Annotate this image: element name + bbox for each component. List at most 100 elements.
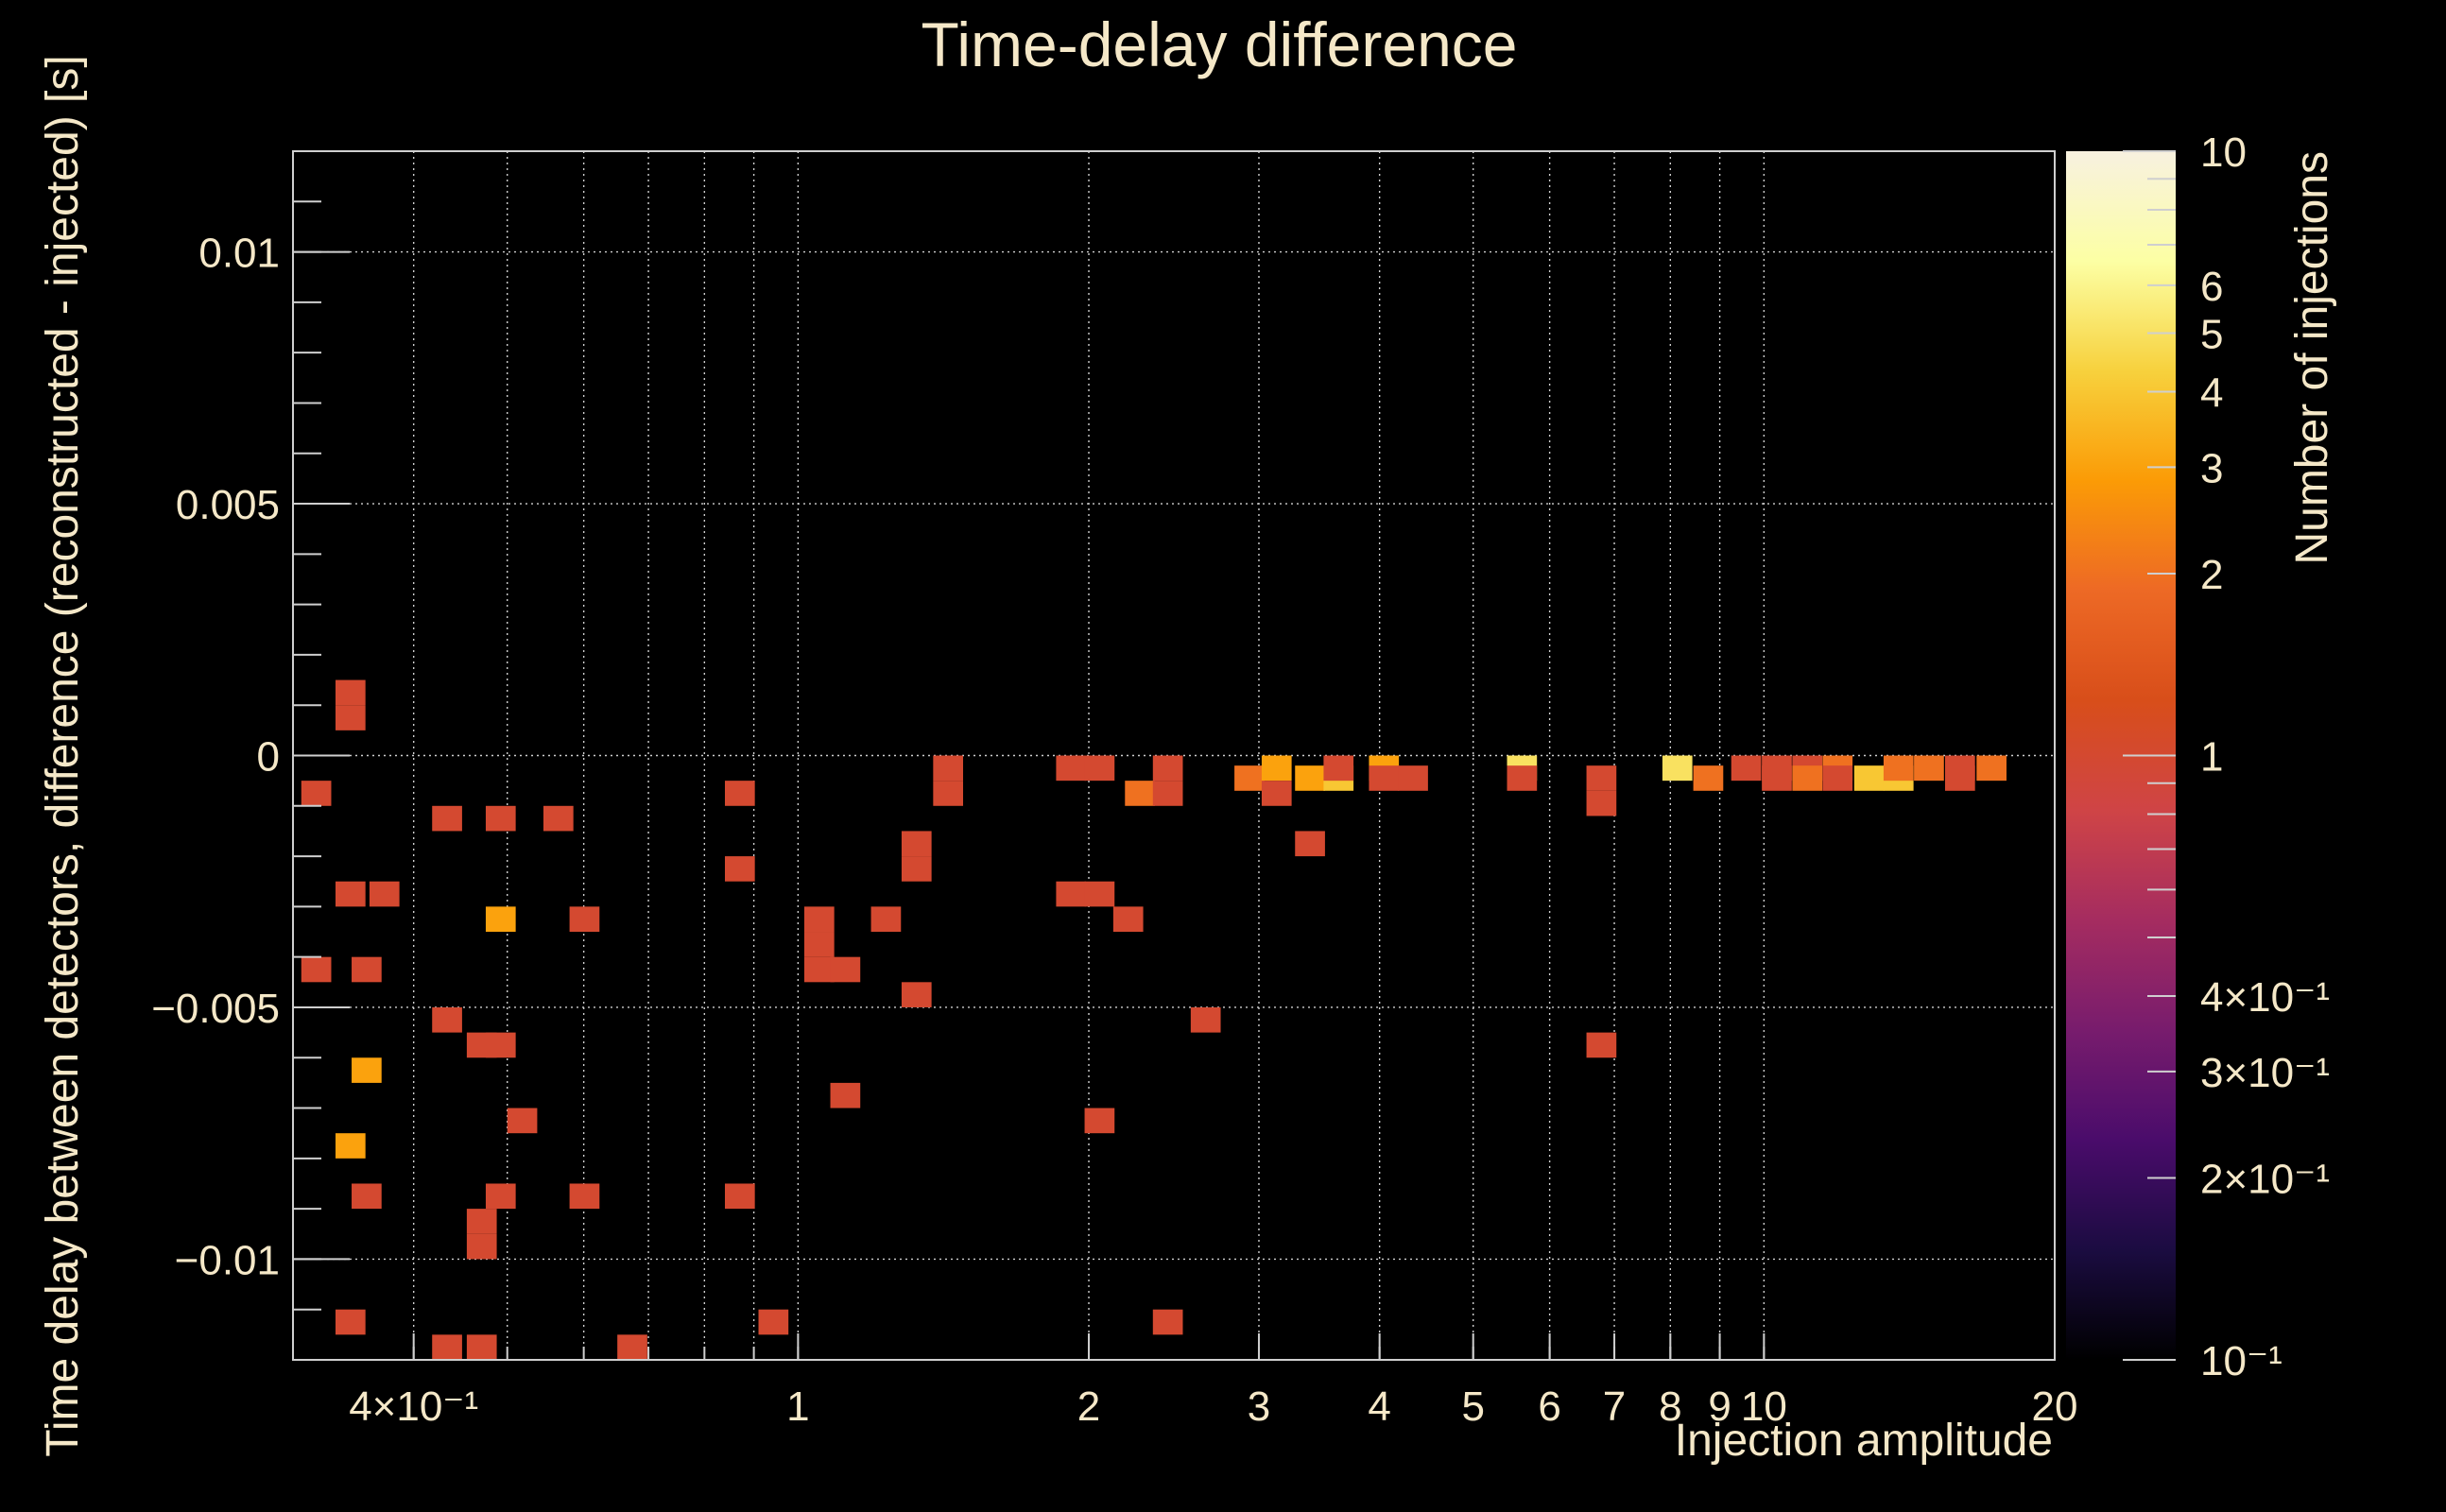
y-tick-label: 0 bbox=[257, 734, 280, 781]
heatmap-cell bbox=[803, 932, 835, 957]
axes: 4×10⁻¹ 1 2 3 4 5 6 7 8 9 10 20 0.01 0.005 0 −0.005 −0.01 bbox=[151, 150, 2078, 1430]
colorbar-tick-label: 4×10⁻¹ bbox=[2200, 974, 2330, 1021]
heatmap-cell bbox=[432, 805, 462, 832]
y-tick-label: 0.005 bbox=[176, 482, 280, 528]
heatmap-cell bbox=[1084, 755, 1115, 782]
heatmap-cell bbox=[758, 1309, 789, 1335]
heatmap-cell bbox=[352, 1057, 382, 1083]
heatmap-cell bbox=[1295, 765, 1325, 791]
heatmap-cell bbox=[1792, 765, 1823, 791]
colorbar-label: Number of injections bbox=[2287, 151, 2337, 565]
heatmap-cell bbox=[724, 856, 755, 882]
colorbar-tick-label: 1 bbox=[2200, 734, 2223, 781]
heatmap-cell bbox=[1976, 755, 2007, 782]
heatmap-cell bbox=[1084, 1108, 1115, 1134]
heatmap-cell bbox=[1152, 1309, 1183, 1335]
heatmap-cell bbox=[543, 805, 574, 832]
heatmap-cell bbox=[933, 781, 964, 806]
heatmap-cell bbox=[1944, 765, 1975, 791]
heatmap-cell bbox=[1261, 781, 1292, 806]
heatmap-cell bbox=[485, 906, 516, 933]
heatmap-cell bbox=[1586, 765, 1617, 791]
colorbar-tick-label: 5 bbox=[2200, 312, 2223, 358]
heatmap-cell bbox=[485, 1183, 516, 1210]
heatmap-cell bbox=[901, 982, 932, 1007]
heatmap-cell bbox=[1323, 755, 1354, 782]
heatmap-cell bbox=[830, 956, 861, 983]
heatmap-cell bbox=[724, 1183, 755, 1210]
heatmap-cell bbox=[466, 1334, 497, 1360]
colorbar-tick-label: 3×10⁻¹ bbox=[2200, 1050, 2330, 1096]
y-tick-label: 0.01 bbox=[198, 231, 280, 277]
heatmap-cell bbox=[1853, 765, 1885, 791]
x-axis-label: Injection amplitude bbox=[1675, 1416, 2053, 1466]
heatmap-cell bbox=[569, 906, 600, 933]
heatmap-cell bbox=[901, 856, 932, 882]
x-tick-label: 1 bbox=[786, 1383, 809, 1430]
heatmap-cell bbox=[335, 1133, 366, 1159]
heatmap-cell bbox=[1125, 781, 1155, 806]
heatmap-cell bbox=[830, 1082, 861, 1108]
y-tick-label: −0.005 bbox=[151, 986, 280, 1032]
x-tick-label: 5 bbox=[1461, 1383, 1484, 1430]
heatmap-cell bbox=[335, 679, 366, 706]
x-tick-label: 6 bbox=[1538, 1383, 1560, 1430]
heatmap-cell bbox=[617, 1334, 647, 1360]
x-tick-label: 10 bbox=[1741, 1383, 1787, 1430]
heatmap-cell bbox=[803, 906, 835, 933]
x-tick-label: 3 bbox=[1248, 1383, 1270, 1430]
heatmap-cell bbox=[352, 1183, 382, 1210]
heatmap-cell bbox=[369, 881, 400, 907]
heatmap-cell bbox=[803, 956, 835, 983]
colorbar-tick-label: 4 bbox=[2200, 369, 2223, 416]
heatmap-cell bbox=[507, 1108, 538, 1134]
x-tick-label: 4×10⁻¹ bbox=[349, 1383, 478, 1430]
heatmap-cell bbox=[1190, 1006, 1221, 1033]
heatmap-cell bbox=[335, 1309, 366, 1335]
heatmap-cell bbox=[1152, 755, 1183, 782]
heatmap-cell bbox=[301, 956, 332, 983]
heatmap-cells bbox=[301, 679, 2007, 1360]
heatmap-cell bbox=[1398, 765, 1428, 791]
heatmap-cell bbox=[432, 1006, 462, 1033]
heatmap-cell bbox=[1084, 881, 1115, 907]
colorbar-tick-label: 2×10⁻¹ bbox=[2200, 1156, 2330, 1202]
colorbar-tick-label: 10⁻¹ bbox=[2200, 1338, 2282, 1384]
heatmap-cell bbox=[1112, 906, 1144, 933]
heatmap-cell bbox=[1056, 755, 1087, 782]
x-tick-label: 9 bbox=[1708, 1383, 1731, 1430]
heatmap-cell bbox=[1586, 1032, 1617, 1058]
heatmap-cell bbox=[569, 1183, 600, 1210]
heatmap-cell bbox=[1261, 755, 1292, 782]
heatmap-cell bbox=[1295, 831, 1325, 857]
heatmap-cell bbox=[1152, 781, 1183, 806]
colorbar-tick-label: 10 bbox=[2200, 129, 2247, 176]
heatmap-cell bbox=[1056, 881, 1087, 907]
heatmap-cell bbox=[1662, 755, 1693, 782]
heatmap-cell bbox=[1693, 765, 1724, 791]
colorbar-axis: 10 65 4 3 2 1 4×10⁻¹ 3×10⁻¹ 2×10⁻¹ 10⁻¹ bbox=[2123, 129, 2330, 1384]
heatmap-cell bbox=[1762, 765, 1792, 791]
colorbar-tick-label: 6 bbox=[2200, 264, 2223, 310]
heatmap-cell bbox=[466, 1209, 497, 1234]
chart-title: Time-delay difference bbox=[922, 9, 1518, 79]
heatmap-cell bbox=[1369, 765, 1400, 791]
x-tick-label: 20 bbox=[2032, 1383, 2078, 1430]
heatmap-cell bbox=[724, 781, 755, 806]
y-axis-label: Time delay between detectors, difference… bbox=[38, 55, 88, 1456]
heatmap-cell bbox=[485, 805, 516, 832]
heatmap-cell bbox=[1586, 790, 1617, 816]
heatmap-cell bbox=[870, 906, 902, 933]
heatmap-cell bbox=[335, 705, 366, 730]
x-tick-label: 4 bbox=[1368, 1383, 1390, 1430]
x-tick-label: 2 bbox=[1077, 1383, 1100, 1430]
heatmap-cell bbox=[432, 1334, 462, 1360]
heatmap-cell bbox=[1507, 765, 1538, 791]
heatmap-cell bbox=[1914, 755, 1944, 782]
colorbar-tick-label: 2 bbox=[2200, 552, 2223, 598]
x-tick-label: 8 bbox=[1659, 1383, 1681, 1430]
x-tick-label: 7 bbox=[1603, 1383, 1626, 1430]
heatmap-cell bbox=[1822, 765, 1853, 791]
heatmap-cell bbox=[1883, 755, 1914, 782]
